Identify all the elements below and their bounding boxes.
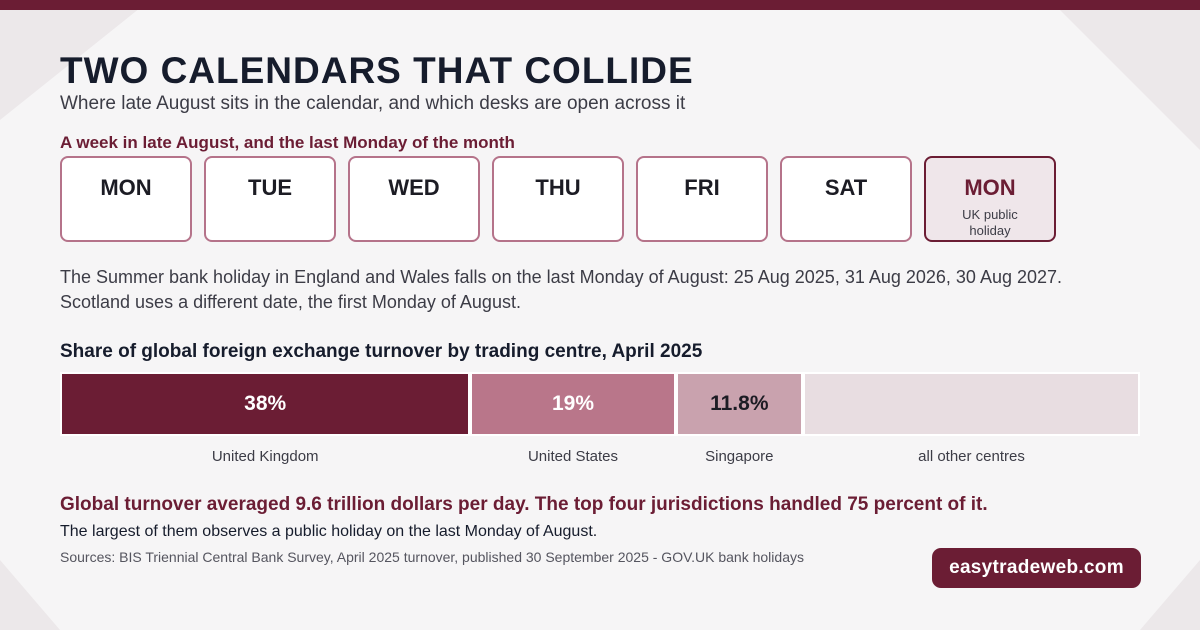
day-card-fri: FRI <box>636 156 768 242</box>
day-name: SAT <box>824 175 868 200</box>
bar-category-label: all other centres <box>918 448 1025 465</box>
bar-value-label: 11.8% <box>710 392 769 415</box>
day-name: WED <box>388 175 440 200</box>
day-card-mon: MON <box>60 156 192 242</box>
day-card-thu: THU <box>492 156 624 242</box>
day-card-sat: SAT <box>780 156 912 242</box>
week-caption: A week in late August, and the last Mond… <box>60 133 515 152</box>
day-name: FRI <box>684 175 720 200</box>
footer-headline: Global turnover averaged 9.6 trillion do… <box>60 494 988 515</box>
day-card-tue: TUE <box>204 156 336 242</box>
day-card-holiday-mon: MON UK public holiday <box>924 156 1056 242</box>
bar-category-label: Singapore <box>705 448 774 465</box>
bar-segment-united-states: 19% <box>470 372 676 436</box>
footer-subline: The largest of them observes a public ho… <box>60 523 598 540</box>
page-title: TWO CALENDARS THAT COLLIDE <box>60 50 694 91</box>
fx-share-bar: 38% 19% 11.8% <box>60 372 1140 436</box>
bar-segment-united-kingdom: 38% <box>60 372 471 436</box>
chart-title: Share of global foreign exchange turnove… <box>60 341 703 362</box>
bar-segment-all-other-centres <box>803 372 1140 436</box>
brand-badge[interactable]: easytradeweb.com <box>932 548 1141 588</box>
explainer-line-1: The Summer bank holiday in England and W… <box>60 267 1063 287</box>
sources-note: Sources: BIS Triennial Central Bank Surv… <box>60 549 804 565</box>
day-card-wed: WED <box>348 156 480 242</box>
top-accent-bar <box>0 0 1200 10</box>
bar-category-label: United States <box>527 448 619 465</box>
bar-segment-singapore: 11.8% <box>675 372 804 436</box>
explainer-line-2: Scotland uses a different date, the firs… <box>60 292 521 312</box>
holiday-note: UK public holiday <box>962 207 1018 238</box>
day-name: MON <box>100 175 152 200</box>
day-name: TUE <box>248 175 292 200</box>
day-name: THU <box>535 175 581 200</box>
holiday-explainer: The Summer bank holiday in England and W… <box>60 265 1160 315</box>
week-days: MON TUE WED THU FRI SAT MON UK public ho… <box>60 156 1060 244</box>
bar-value-label: 19% <box>551 392 594 415</box>
bar-category-label: United Kingdom <box>211 448 319 465</box>
bar-value-label: 38% <box>244 392 287 415</box>
page-subtitle: Where late August sits in the calendar, … <box>60 93 686 114</box>
day-name: MON <box>964 175 1016 200</box>
